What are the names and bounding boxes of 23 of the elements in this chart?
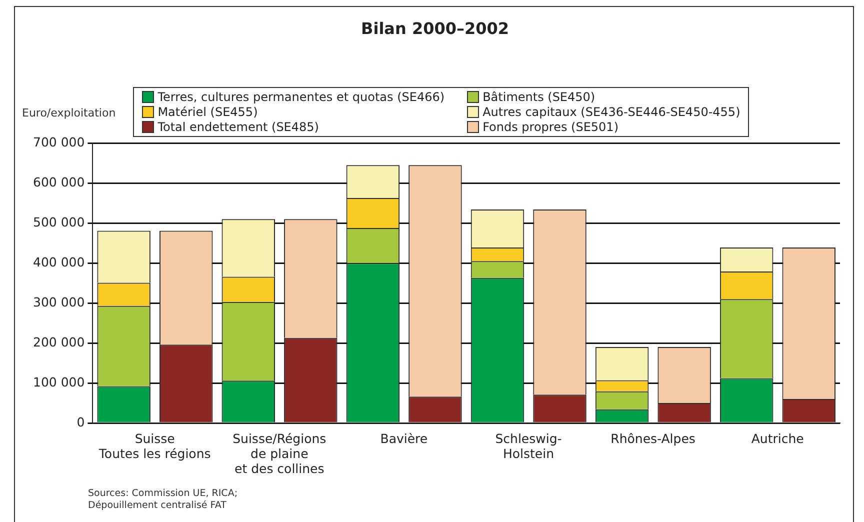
x-tick-label: Suisse Toutes les régions: [98, 430, 211, 461]
legend-label: Bâtiments (SE450): [482, 90, 596, 104]
legend-label: Terres, cultures permanentes et quotas (SE466): [158, 90, 445, 104]
chart-title: Bilan 2000–2002: [361, 18, 509, 38]
y-tick-label: 500 000: [32, 214, 85, 230]
legend-label: Autres capitaux (SE436-SE446-SE450-455): [482, 105, 740, 120]
x-tick-label: Suisse/Régions de plaine et des collines: [232, 430, 326, 476]
legend-label: Total endettement (SE485): [158, 120, 319, 134]
legend-label: Matériel (SE455): [158, 105, 258, 120]
y-tick-label: 400 000: [32, 254, 85, 270]
x-tick-label: Rhônes-Alpes: [610, 430, 696, 446]
y-tick-label: 600 000: [32, 174, 85, 190]
y-tick-label: 300 000: [32, 294, 85, 310]
x-tick-label: Autriche: [751, 430, 804, 446]
x-tick-label: Schleswig- Holstein: [495, 430, 562, 461]
y-tick-label: 0: [76, 414, 85, 430]
y-tick-label: 700 000: [32, 134, 85, 150]
y-axis-title: Euro/exploitation: [22, 106, 116, 120]
source-note: Sources: Commission UE, RICA; Dépouillement centralisé FAT: [88, 488, 238, 512]
legend-label: Fonds propres (SE501): [482, 120, 618, 134]
y-tick-label: 100 000: [32, 374, 85, 390]
y-tick-label: 200 000: [32, 334, 85, 350]
x-tick-label: Bavière: [380, 430, 428, 446]
